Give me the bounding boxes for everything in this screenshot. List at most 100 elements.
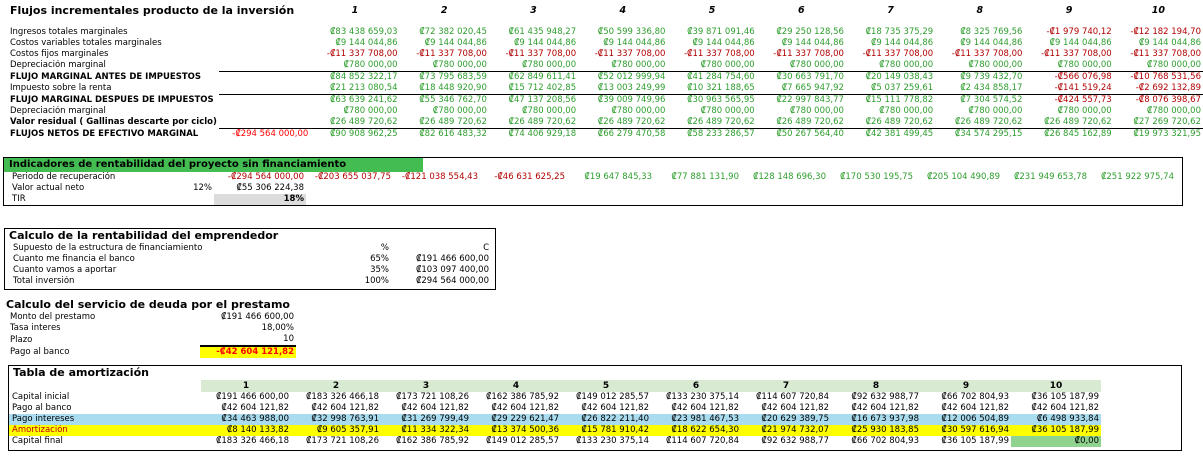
flujos-value-cell[interactable]: ₡780 000,00	[968, 106, 1023, 116]
flujos-value-cell[interactable]: ₡39 009 749,96	[578, 94, 668, 106]
periodo-value-cell[interactable]: ₡231 949 653,78	[1013, 172, 1087, 182]
flujos-value-cell[interactable]: ₡7 665 947,92	[781, 83, 844, 93]
flujos-value-cell[interactable]: -₡11 337 708,00	[862, 49, 934, 59]
flujos-value-cell[interactable]: ₡74 406 929,18	[488, 128, 579, 140]
flujos-value-cell[interactable]: ₡62 849 611,41	[488, 71, 579, 83]
flujos-value-cell[interactable]: -₡11 337 708,00	[326, 49, 398, 59]
flujos-value-cell[interactable]: ₡780 000,00	[432, 60, 487, 70]
flujos-value-cell[interactable]: ₡9 144 044,86	[1049, 38, 1112, 48]
flujos-value-cell[interactable]: ₡26 489 720,62	[597, 117, 666, 127]
emprendedor-amount-cell[interactable]: C	[483, 243, 489, 253]
amortizacion-value-cell[interactable]: ₡162 386 785,92	[485, 392, 559, 402]
amortizacion-value-cell[interactable]: ₡42 604 121,82	[221, 403, 289, 413]
flujos-value-cell[interactable]: -₡11 337 708,00	[416, 49, 487, 59]
flujos-value-cell[interactable]: ₡9 144 044,86	[424, 38, 487, 48]
periodo-value-cell[interactable]: -₡203 655 037,75	[314, 172, 391, 182]
amortizacion-value-cell[interactable]: ₡183 326 466,18	[215, 436, 289, 446]
amortizacion-value-cell[interactable]: ₡149 012 285,57	[485, 436, 559, 446]
flujos-value-cell[interactable]: -₡424 557,73	[1024, 94, 1114, 106]
flujos-value-cell[interactable]: ₡18 735 375,29	[865, 27, 934, 37]
amortizacion-col-header[interactable]: 7	[741, 380, 831, 392]
amortizacion-value-cell[interactable]: ₡34 463 988,00	[201, 414, 291, 425]
amortizacion-value-cell[interactable]: ₡26 822 211,40	[561, 414, 651, 425]
flujos-value-cell[interactable]: ₡26 489 720,62	[776, 117, 844, 127]
flujos-value-cell[interactable]: ₡9 144 044,86	[335, 38, 398, 48]
amortizacion-value-cell[interactable]: ₡42 604 121,82	[581, 403, 649, 413]
flujos-value-cell[interactable]: ₡15 111 778,82	[845, 94, 936, 106]
flujos-value-cell[interactable]: ₡20 149 038,43	[845, 71, 936, 83]
flujos-value-cell[interactable]: ₡780 000,00	[522, 106, 577, 116]
amortizacion-value-cell[interactable]: ₡173 721 108,26	[395, 392, 469, 402]
amortizacion-col-header[interactable]: 5	[561, 380, 651, 392]
flujos-col-header[interactable]: 3	[530, 5, 537, 16]
flujos-value-cell[interactable]: -₡11 337 708,00	[951, 49, 1023, 59]
flujos-value-cell[interactable]: ₡26 489 720,62	[330, 117, 398, 127]
emprendedor-pct-cell[interactable]: %	[380, 243, 389, 253]
periodo-value-cell[interactable]: -₡46 631 625,25	[494, 172, 565, 182]
flujos-value-cell[interactable]: ₡73 795 683,59	[399, 71, 489, 83]
flujos-value-cell[interactable]: ₡9 144 044,86	[871, 38, 934, 48]
amortizacion-value-cell[interactable]: ₡183 326 466,18	[305, 392, 379, 402]
amortizacion-value-cell[interactable]: ₡12 006 504,89	[921, 414, 1011, 425]
flujos-value-cell[interactable]: ₡780 000,00	[700, 60, 755, 70]
flujos-col-header[interactable]: 5	[708, 5, 716, 16]
flujos-value-cell[interactable]: -₡2 692 132,89	[1135, 83, 1201, 93]
flujos-value-cell[interactable]: ₡780 000,00	[789, 106, 844, 116]
flujos-value-cell[interactable]: ₡780 000,00	[432, 106, 487, 116]
flujos-value-cell[interactable]: ₡26 845 162,89	[1024, 128, 1114, 140]
amortizacion-value-cell[interactable]: ₡31 269 799,49	[381, 414, 471, 425]
flujos-col-header[interactable]: 7	[887, 5, 894, 16]
flujos-col-header[interactable]: 2	[440, 5, 448, 16]
flujos-value-cell[interactable]: ₡50 599 336,80	[597, 27, 666, 37]
flujos-value-cell[interactable]: ₡780 000,00	[611, 106, 666, 116]
flujos-value-cell[interactable]: ₡15 712 402,85	[508, 83, 577, 93]
amortizacion-value-cell[interactable]: ₡42 604 121,82	[851, 403, 919, 413]
flujos-value-cell[interactable]: ₡90 908 962,25	[310, 128, 400, 140]
emprendedor-pct-cell[interactable]: 65%	[370, 254, 389, 264]
flujos-value-cell[interactable]: -₡12 182 194,70	[1130, 27, 1201, 37]
flujos-value-cell[interactable]: ₡2 434 858,17	[960, 83, 1023, 93]
amortizacion-col-header[interactable]: 6	[651, 380, 741, 392]
amortizacion-value-cell[interactable]: ₡18 622 654,30	[651, 425, 741, 436]
flujos-value-cell[interactable]: -₡8 076 398,67	[1113, 94, 1203, 106]
amortizacion-value-cell[interactable]: ₡23 981 467,53	[651, 414, 741, 425]
flujos-value-cell[interactable]: ₡50 267 564,40	[756, 128, 846, 140]
flujos-value-cell[interactable]: ₡29 250 128,56	[776, 27, 844, 37]
flujos-value-cell[interactable]: ₡84 852 322,17	[310, 71, 400, 83]
flujos-value-cell[interactable]: ₡780 000,00	[1146, 60, 1201, 70]
flujos-value-cell[interactable]: ₡9 739 432,70	[935, 71, 1025, 83]
flujos-value-cell[interactable]: ₡82 616 483,32	[399, 128, 489, 140]
flujos-col-header[interactable]: 10	[1151, 5, 1165, 16]
flujos-value-cell[interactable]: ₡780 000,00	[879, 60, 934, 70]
emprendedor-pct-cell[interactable]: 35%	[370, 265, 389, 275]
amortizacion-value-cell[interactable]: ₡0,00	[1011, 436, 1101, 447]
amortizacion-col-header[interactable]: 2	[291, 380, 381, 392]
flujos-value-cell[interactable]: ₡26 489 720,62	[1044, 117, 1112, 127]
flujos-initial-cell[interactable]: -₡294 564 000,00	[218, 128, 311, 140]
flujos-value-cell[interactable]: ₡83 438 659,03	[330, 27, 398, 37]
amortizacion-value-cell[interactable]: ₡6 498 933,84	[1011, 414, 1101, 425]
flujos-value-cell[interactable]: ₡26 489 720,62	[865, 117, 934, 127]
flujos-value-cell[interactable]: -₡11 337 708,00	[1130, 49, 1201, 59]
amortizacion-value-cell[interactable]: ₡8 140 133,82	[201, 425, 291, 436]
tir-value-cell[interactable]: 18%	[214, 194, 306, 205]
amortizacion-value-cell[interactable]: ₡42 604 121,82	[761, 403, 829, 413]
flujos-value-cell[interactable]: ₡780 000,00	[611, 60, 666, 70]
amortizacion-value-cell[interactable]: ₡42 604 121,82	[1031, 403, 1099, 413]
flujos-value-cell[interactable]: ₡780 000,00	[789, 60, 844, 70]
flujos-value-cell[interactable]: ₡780 000,00	[700, 106, 755, 116]
amortizacion-value-cell[interactable]: ₡36 105 187,99	[941, 436, 1009, 446]
amortizacion-value-cell[interactable]: ₡36 105 187,99	[1011, 425, 1101, 436]
periodo-value-cell[interactable]: ₡205 104 490,89	[926, 172, 1000, 182]
flujos-value-cell[interactable]: -₡11 337 708,00	[505, 49, 577, 59]
amortizacion-value-cell[interactable]: ₡92 632 988,77	[851, 392, 919, 402]
flujos-value-cell[interactable]: ₡9 144 044,86	[960, 38, 1023, 48]
van-rate-cell[interactable]: 12%	[193, 183, 212, 193]
flujos-value-cell[interactable]: ₡780 000,00	[522, 60, 577, 70]
flujos-value-cell[interactable]: ₡9 144 044,86	[513, 38, 577, 48]
periodo-value-cell[interactable]: ₡19 647 845,33	[584, 172, 652, 182]
amortizacion-value-cell[interactable]: ₡42 604 121,82	[491, 403, 559, 413]
flujos-value-cell[interactable]: ₡21 213 080,54	[330, 83, 398, 93]
flujos-value-cell[interactable]: ₡39 871 091,46	[687, 27, 755, 37]
amortizacion-value-cell[interactable]: ₡92 632 988,77	[761, 436, 829, 446]
